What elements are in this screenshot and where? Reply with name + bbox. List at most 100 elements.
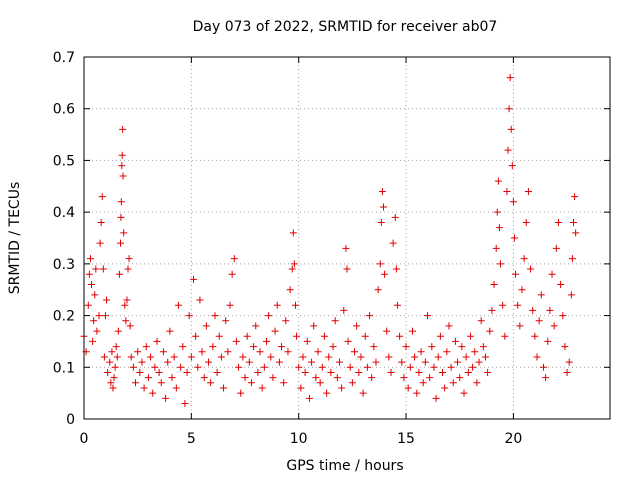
data-point — [522, 218, 530, 226]
data-point — [129, 363, 137, 371]
data-point — [318, 363, 326, 371]
data-point — [428, 343, 436, 351]
data-point — [353, 322, 361, 330]
data-point — [118, 162, 126, 170]
data-point — [100, 353, 108, 361]
data-point — [546, 306, 554, 314]
y-tick-label: 0.6 — [53, 102, 75, 118]
data-point — [361, 332, 369, 340]
data-point — [351, 348, 359, 356]
data-point — [458, 343, 466, 351]
data-point — [260, 363, 268, 371]
data-point — [383, 327, 391, 335]
data-point — [499, 301, 507, 309]
data-point — [164, 358, 172, 366]
data-point — [415, 368, 423, 376]
data-point — [389, 239, 397, 247]
data-point — [89, 337, 97, 345]
data-point — [116, 239, 124, 247]
data-point — [235, 363, 243, 371]
data-point — [544, 337, 552, 345]
data-point — [445, 322, 453, 330]
data-point — [490, 281, 498, 289]
data-point — [168, 374, 176, 382]
data-point — [421, 358, 429, 366]
data-point — [241, 374, 249, 382]
data-point — [308, 358, 316, 366]
x-tick-label: 15 — [397, 431, 415, 447]
data-point — [192, 332, 200, 340]
data-point — [484, 368, 492, 376]
data-point — [338, 384, 346, 392]
data-point — [486, 327, 494, 335]
data-point — [391, 213, 399, 221]
data-point — [85, 270, 93, 278]
data-point — [357, 353, 365, 361]
data-point — [400, 374, 408, 382]
data-point — [392, 265, 400, 273]
data-point — [505, 105, 513, 113]
data-point — [572, 229, 580, 237]
data-point — [333, 374, 341, 382]
data-point — [289, 229, 297, 237]
data-point — [509, 198, 517, 206]
data-point — [411, 353, 419, 361]
data-point — [155, 368, 163, 376]
y-axis-ticks: 0 0.1 0.2 0.3 0.4 0.5 0.6 0.7 — [53, 50, 75, 428]
data-point — [462, 353, 470, 361]
data-point — [408, 327, 416, 335]
data-point — [481, 353, 489, 361]
data-point — [426, 374, 434, 382]
data-point — [559, 312, 567, 320]
data-point — [331, 317, 339, 325]
data-point — [542, 374, 550, 382]
data-point — [187, 353, 195, 361]
data-point — [215, 332, 223, 340]
data-point — [280, 379, 288, 387]
data-point — [170, 353, 178, 361]
data-point — [202, 322, 210, 330]
x-axis-ticks: 0 5 10 15 20 — [80, 56, 610, 447]
data-point — [96, 239, 104, 247]
data-point — [98, 193, 106, 201]
data-point — [335, 358, 343, 366]
data-point — [194, 363, 202, 371]
data-point — [265, 312, 273, 320]
data-point — [460, 389, 468, 397]
data-point — [370, 343, 378, 351]
data-point — [290, 260, 298, 268]
data-point — [222, 317, 230, 325]
data-point — [363, 363, 371, 371]
data-point — [132, 379, 140, 387]
gridlines — [84, 57, 610, 419]
data-point — [570, 218, 578, 226]
data-point — [393, 301, 401, 309]
data-point — [273, 301, 281, 309]
data-point — [514, 301, 522, 309]
y-tick-label: 0 — [66, 412, 75, 428]
data-point — [466, 332, 474, 340]
data-point — [424, 312, 432, 320]
data-point — [149, 389, 157, 397]
data-point — [520, 255, 528, 263]
data-point — [535, 317, 543, 325]
data-point — [147, 353, 155, 361]
data-point — [398, 358, 406, 366]
data-point — [346, 363, 354, 371]
data-point — [479, 343, 487, 351]
data-point — [404, 384, 412, 392]
data-point — [284, 348, 292, 356]
data-point — [436, 332, 444, 340]
data-point — [172, 384, 180, 392]
data-point — [224, 348, 232, 356]
data-point — [316, 379, 324, 387]
data-point — [504, 146, 512, 154]
data-point — [112, 343, 120, 351]
data-point — [121, 301, 129, 309]
data-point — [301, 368, 309, 376]
data-point — [125, 255, 133, 263]
chart-title: Day 073 of 2022, SRMTID for receiver ab0… — [193, 19, 498, 35]
data-point — [103, 296, 111, 304]
data-point — [396, 332, 404, 340]
data-point — [456, 374, 464, 382]
